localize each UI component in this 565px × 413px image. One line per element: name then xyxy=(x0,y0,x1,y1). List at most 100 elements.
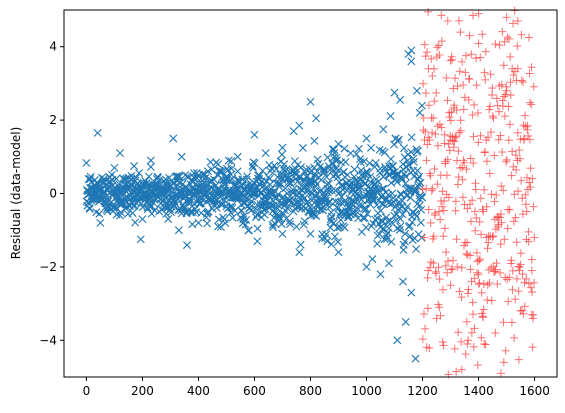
data-point-x xyxy=(279,192,288,201)
data-point-plus xyxy=(475,256,484,265)
data-point-plus xyxy=(441,261,450,270)
data-point-x xyxy=(407,288,416,297)
data-point-x xyxy=(250,159,259,168)
data-point-plus xyxy=(481,75,490,84)
data-point-plus xyxy=(423,48,432,57)
data-point-plus xyxy=(529,310,538,319)
data-point-x xyxy=(355,201,364,210)
x-tick-label: 800 xyxy=(299,384,322,398)
data-point-plus xyxy=(521,111,530,120)
data-point-plus xyxy=(500,92,509,101)
data-point-x xyxy=(390,88,399,97)
data-point-plus xyxy=(491,265,500,274)
data-point-x xyxy=(388,161,397,170)
data-point-plus xyxy=(510,6,519,15)
data-point-x xyxy=(401,172,410,181)
data-point-plus xyxy=(429,259,438,268)
data-point-plus xyxy=(491,267,500,276)
data-point-x xyxy=(413,146,422,155)
data-point-plus xyxy=(479,207,488,216)
data-point-plus xyxy=(513,17,522,26)
data-point-plus xyxy=(498,27,507,36)
data-point-x xyxy=(130,161,139,170)
data-point-x xyxy=(417,205,426,214)
data-point-plus xyxy=(458,175,467,184)
data-point-plus xyxy=(511,151,520,160)
data-point-plus xyxy=(446,56,455,65)
data-point-x xyxy=(401,179,410,188)
data-point-x xyxy=(409,157,418,166)
data-point-x xyxy=(362,262,371,271)
data-point-plus xyxy=(444,257,453,266)
data-point-x xyxy=(216,167,225,176)
data-point-plus xyxy=(482,202,491,211)
data-point-plus xyxy=(521,200,530,209)
data-point-plus xyxy=(435,275,444,284)
data-point-x xyxy=(334,139,343,148)
data-point-plus xyxy=(421,89,430,98)
data-point-x xyxy=(258,166,267,175)
data-point-x xyxy=(380,235,389,244)
data-point-plus xyxy=(497,182,506,191)
data-point-plus xyxy=(443,96,452,105)
data-point-x xyxy=(313,167,322,176)
data-point-plus xyxy=(465,31,474,40)
data-point-plus xyxy=(488,232,497,241)
data-point-plus xyxy=(509,19,518,28)
data-point-plus xyxy=(520,302,529,311)
data-point-plus xyxy=(514,287,523,296)
data-point-x xyxy=(366,178,375,187)
data-point-x xyxy=(360,157,368,166)
data-point-x xyxy=(221,192,230,201)
data-point-plus xyxy=(496,369,505,378)
data-point-x xyxy=(316,162,325,171)
data-point-x xyxy=(409,154,418,163)
data-point-plus xyxy=(455,287,464,296)
data-point-plus xyxy=(470,274,479,283)
data-point-plus xyxy=(434,41,443,50)
data-point-x xyxy=(275,179,284,188)
data-point-x xyxy=(184,173,193,182)
y-tick-label: 2 xyxy=(49,113,57,127)
data-point-x xyxy=(226,208,235,217)
data-point-plus xyxy=(455,128,464,137)
data-point-plus xyxy=(465,75,474,84)
data-point-x xyxy=(327,240,336,249)
data-point-x xyxy=(306,229,315,238)
data-point-plus xyxy=(497,80,506,89)
data-point-plus xyxy=(480,339,489,348)
data-point-plus xyxy=(423,304,432,313)
data-point-plus xyxy=(466,251,475,260)
data-point-plus xyxy=(482,157,491,166)
data-point-plus xyxy=(444,193,453,202)
data-point-plus xyxy=(521,190,530,199)
data-point-x xyxy=(405,221,414,230)
data-point-x xyxy=(169,134,178,143)
data-point-plus xyxy=(476,53,485,62)
data-point-x xyxy=(283,204,292,213)
data-point-x xyxy=(388,189,397,198)
data-point-plus xyxy=(473,361,482,370)
data-point-plus xyxy=(470,100,479,109)
data-point-plus xyxy=(452,106,461,115)
data-point-plus xyxy=(523,121,532,130)
data-point-plus xyxy=(486,102,495,111)
data-point-plus xyxy=(450,344,459,353)
data-point-plus xyxy=(483,296,492,305)
data-point-x xyxy=(404,50,413,59)
data-point-plus xyxy=(439,206,448,215)
data-point-plus xyxy=(433,141,442,150)
data-point-x xyxy=(274,190,282,199)
data-point-x xyxy=(253,224,262,233)
data-point-x xyxy=(233,152,242,161)
data-point-x xyxy=(401,317,410,326)
data-point-plus xyxy=(490,197,499,206)
data-point-plus xyxy=(526,183,535,192)
data-point-plus xyxy=(464,336,473,345)
data-point-x xyxy=(188,220,197,229)
data-point-plus xyxy=(436,215,445,224)
data-point-x xyxy=(292,222,301,231)
data-point-x xyxy=(128,209,137,218)
data-point-plus xyxy=(481,147,490,156)
